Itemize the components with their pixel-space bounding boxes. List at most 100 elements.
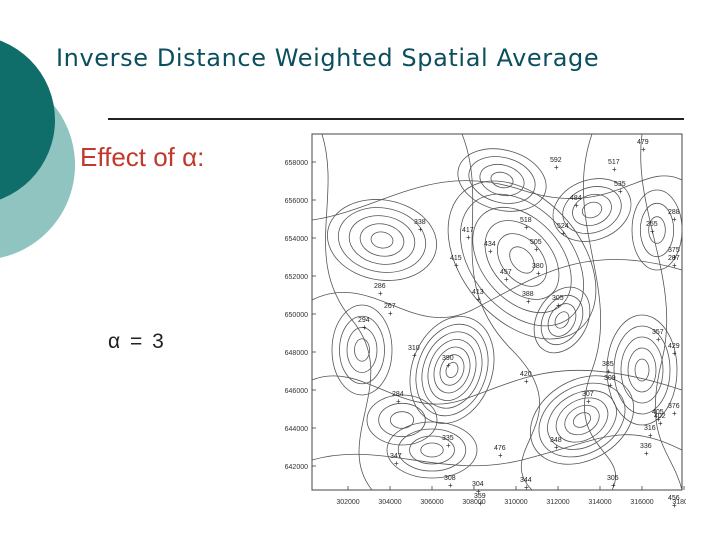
station-marker: + — [476, 487, 481, 496]
contour-line — [409, 435, 455, 465]
contour-line — [311, 258, 683, 318]
station-marker: + — [672, 501, 677, 510]
y-tick-label: 644000 — [285, 426, 308, 433]
station-marker: + — [556, 301, 561, 310]
station-marker: + — [586, 397, 591, 406]
station-marker: + — [488, 247, 493, 256]
station-marker: + — [574, 201, 579, 210]
station-value: 304 — [472, 481, 484, 488]
station-value: 476 — [494, 445, 506, 452]
station-marker: + — [412, 351, 417, 360]
contour-line — [311, 434, 683, 467]
x-tick-label: 310000 — [504, 499, 527, 506]
contour-line — [533, 286, 591, 354]
contour-map: 658000 656000 654000 652000 650000 648000 6460… — [285, 133, 686, 510]
station-value: 457 — [500, 269, 512, 276]
station-value: 429 — [668, 343, 680, 350]
station-value: 305 — [607, 475, 619, 482]
contour-line — [538, 382, 626, 458]
alpha-label: α = 3 — [108, 330, 166, 353]
station-value: 417 — [462, 227, 474, 234]
contour-line — [331, 304, 393, 396]
station-value: 434 — [484, 241, 496, 248]
station-labels: 479+592+517+484+535+338+ 417+434+518+ 524+… — [358, 139, 680, 510]
contour-line — [648, 216, 666, 244]
station-value: 347 — [390, 453, 402, 460]
contour-line — [496, 233, 548, 287]
y-tick-label: 654000 — [285, 236, 308, 243]
contour-line — [346, 327, 378, 373]
station-value: 255 — [646, 221, 658, 228]
contour-line — [420, 442, 444, 458]
station-marker: + — [648, 431, 653, 440]
x-tick-label: 314000 — [588, 499, 611, 506]
station-value: 288 — [668, 209, 680, 216]
decorative-circles — [0, 40, 75, 258]
station-marker: + — [672, 409, 677, 418]
contour-line — [540, 295, 584, 345]
station-value: 484 — [570, 195, 582, 202]
contour-line — [468, 156, 536, 204]
contour-line — [640, 133, 683, 491]
x-tick-label: 316000 — [630, 499, 653, 506]
y-tick-label: 642000 — [285, 464, 308, 471]
station-value: 390 — [442, 355, 454, 362]
station-value: 305 — [552, 295, 564, 302]
station-marker: + — [504, 275, 509, 284]
station-marker: + — [526, 297, 531, 306]
contour-line — [337, 207, 427, 273]
contour-line — [370, 231, 394, 249]
station-marker: + — [498, 451, 503, 460]
station-value: 310 — [408, 345, 420, 352]
station-marker: + — [448, 481, 453, 490]
station-value: 359 — [474, 493, 486, 500]
x-tick-label: 306000 — [420, 499, 443, 506]
y-tick-label: 658000 — [285, 160, 308, 167]
station-value: 402 — [654, 413, 666, 420]
station-marker: + — [672, 215, 677, 224]
station-value: 376 — [668, 403, 680, 410]
contour-line — [354, 338, 370, 362]
contour-line — [378, 402, 426, 438]
station-marker: + — [658, 419, 663, 428]
contour-line — [439, 354, 465, 386]
station-marker: + — [524, 223, 529, 232]
slide-title: Inverse Distance Weighted Spatial Averag… — [56, 44, 600, 72]
contour-line — [389, 411, 415, 429]
y-tick-label: 652000 — [285, 274, 308, 281]
x-tick-label: 308000 — [462, 499, 485, 506]
station-marker: + — [478, 499, 483, 508]
station-marker: + — [618, 187, 623, 196]
station-value: 308 — [444, 475, 456, 482]
station-value: 348 — [550, 437, 562, 444]
map-frame — [311, 133, 683, 491]
contour-line — [359, 223, 405, 257]
station-value: 309 — [604, 375, 616, 382]
station-value: 357 — [652, 329, 664, 336]
station-marker: + — [561, 229, 566, 238]
y-tick-label: 650000 — [285, 312, 308, 319]
station-value: 388 — [522, 291, 534, 298]
contour-line — [634, 358, 650, 382]
station-value: 338 — [414, 219, 426, 226]
contour-line — [421, 331, 483, 409]
x-tick-label: 302000 — [336, 499, 359, 506]
station-value: 375 — [668, 247, 680, 254]
station-value: 335 — [442, 435, 454, 442]
contour-line — [321, 133, 373, 491]
contour-line — [572, 193, 612, 227]
contour-line — [311, 175, 683, 221]
station-marker: + — [446, 441, 451, 450]
contour-line — [447, 180, 597, 340]
contour-line — [509, 246, 535, 274]
station-marker: + — [524, 377, 529, 386]
contour-line — [555, 397, 609, 443]
station-value: 518 — [520, 217, 532, 224]
station-marker: + — [611, 481, 616, 490]
contour-line — [326, 199, 438, 281]
contour-line — [386, 421, 478, 479]
station-value: 286 — [374, 283, 386, 290]
slide-subtitle: Effect of α: — [80, 142, 205, 172]
station-value: 479 — [637, 139, 649, 146]
contour-line — [461, 133, 540, 491]
